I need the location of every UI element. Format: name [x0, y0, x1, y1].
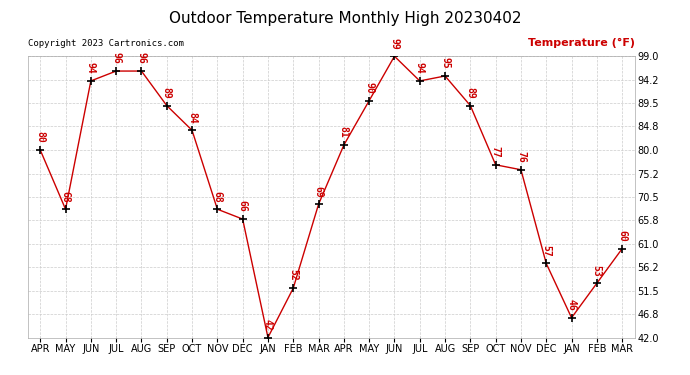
- Text: 69: 69: [313, 186, 324, 197]
- Text: 46: 46: [566, 299, 577, 311]
- Text: 94: 94: [86, 62, 96, 74]
- Text: 89: 89: [161, 87, 172, 99]
- Text: 76: 76: [516, 151, 526, 163]
- Text: 95: 95: [440, 57, 450, 69]
- Text: Outdoor Temperature Monthly High 20230402: Outdoor Temperature Monthly High 2023040…: [169, 11, 521, 26]
- Text: 96: 96: [111, 53, 121, 64]
- Text: 77: 77: [491, 146, 501, 158]
- Text: 57: 57: [541, 245, 551, 256]
- Text: Copyright 2023 Cartronics.com: Copyright 2023 Cartronics.com: [28, 39, 184, 48]
- Text: 81: 81: [339, 126, 349, 138]
- Text: Temperature (°F): Temperature (°F): [528, 38, 635, 48]
- Text: 96: 96: [137, 53, 146, 64]
- Text: 80: 80: [35, 131, 46, 143]
- Text: 42: 42: [263, 319, 273, 330]
- Text: 99: 99: [389, 38, 400, 49]
- Text: 52: 52: [288, 270, 298, 281]
- Text: 68: 68: [61, 190, 70, 202]
- Text: 53: 53: [592, 264, 602, 276]
- Text: 84: 84: [187, 112, 197, 123]
- Text: 94: 94: [415, 62, 425, 74]
- Text: 89: 89: [465, 87, 475, 99]
- Text: 68: 68: [213, 190, 222, 202]
- Text: 60: 60: [617, 230, 627, 242]
- Text: 90: 90: [364, 82, 374, 94]
- Text: 66: 66: [237, 200, 248, 212]
